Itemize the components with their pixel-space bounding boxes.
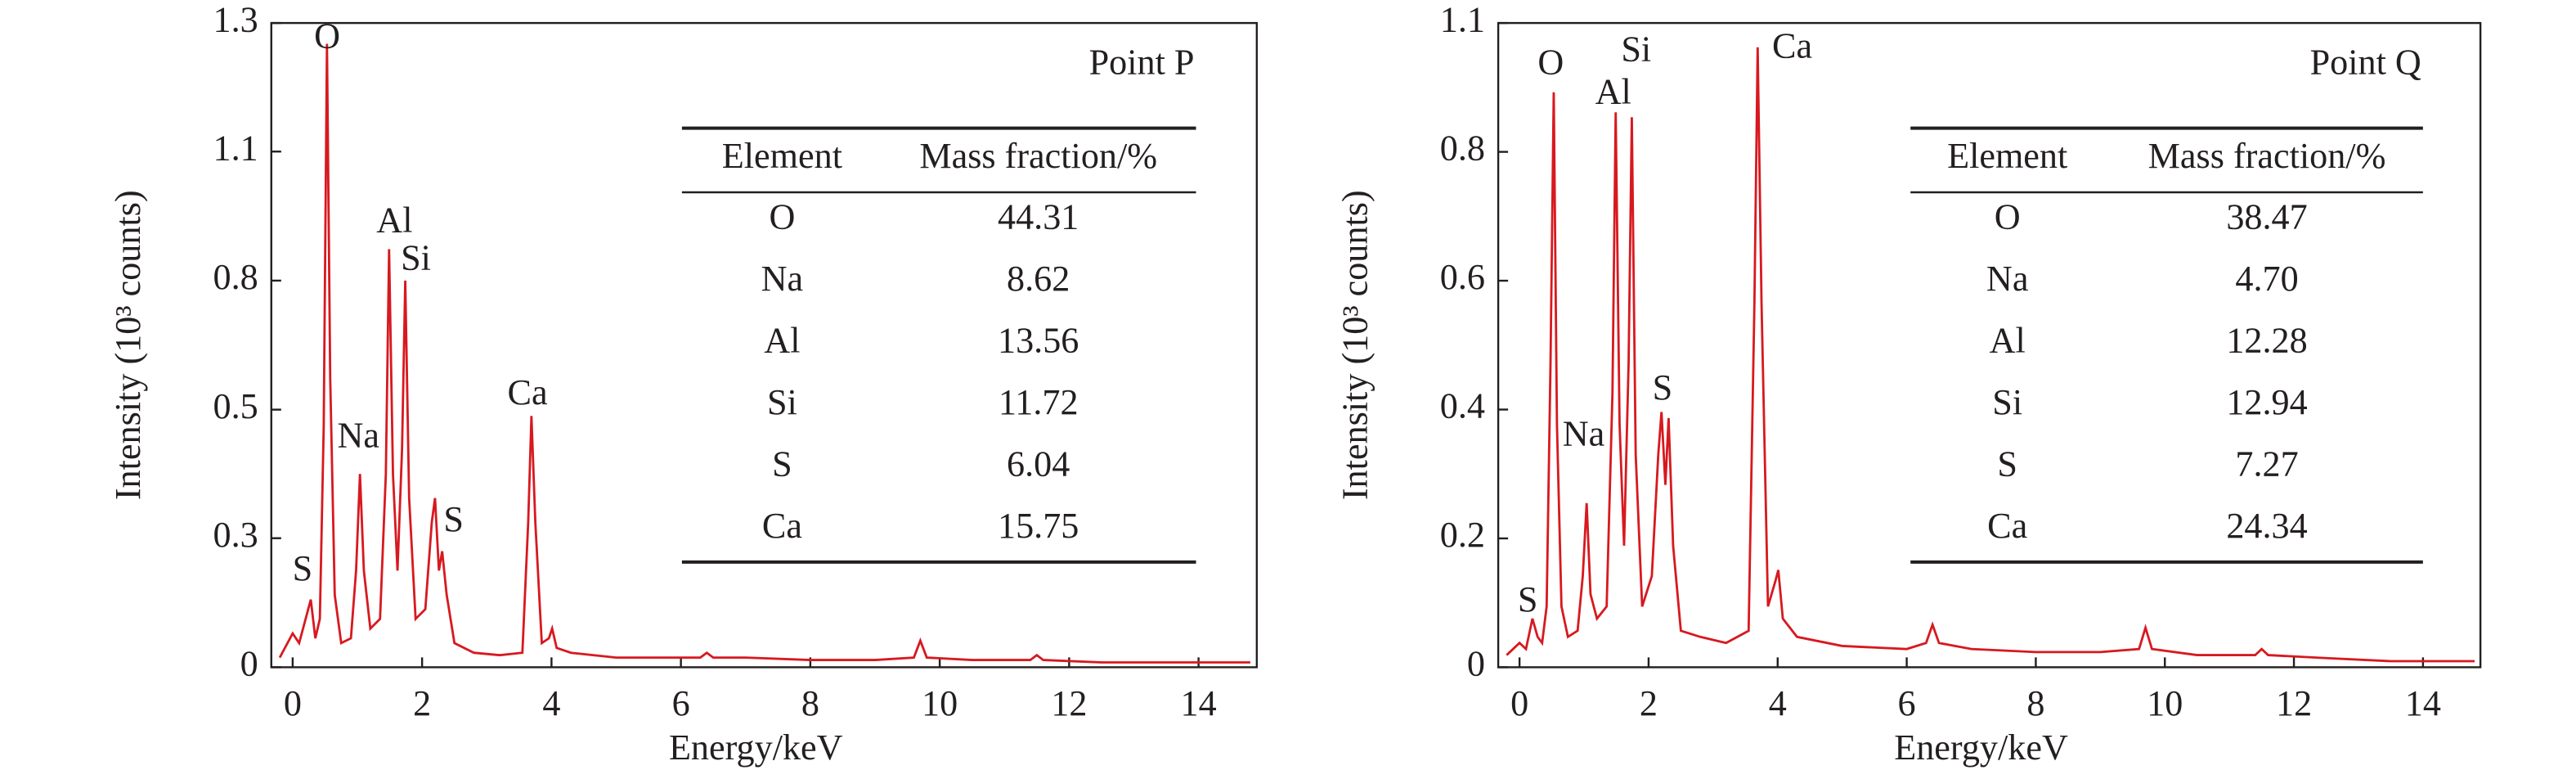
peak-label: O xyxy=(1537,42,1564,82)
peak-label: Al xyxy=(376,200,412,240)
peak-label: Na xyxy=(337,415,379,455)
spectrum-line xyxy=(1506,47,2475,663)
peak-label: Si xyxy=(401,237,431,277)
table-cell: 6.04 xyxy=(1007,444,1070,484)
table-cell: 15.75 xyxy=(998,506,1079,546)
x-tick-label: 4 xyxy=(1769,683,1787,723)
table-cell: 24.34 xyxy=(2226,506,2307,546)
table-cell: O xyxy=(1995,196,2021,236)
y-axis-label: Intensity (10³ counts) xyxy=(1335,190,1376,500)
x-tick-label: 6 xyxy=(672,683,690,723)
table-cell: Al xyxy=(1990,320,2026,360)
table-cell: 12.94 xyxy=(2226,382,2307,422)
peak-label: S xyxy=(293,548,313,588)
peak-label: O xyxy=(314,16,340,56)
table-cell: 44.31 xyxy=(998,196,1079,236)
y-tick-label: 0.8 xyxy=(1440,128,1485,169)
table-cell: Si xyxy=(1992,382,2022,422)
peak-label: S xyxy=(1518,579,1538,619)
x-tick-label: 2 xyxy=(413,683,431,723)
point-label: Point Q xyxy=(2310,42,2421,82)
x-tick-label: 10 xyxy=(922,683,958,723)
point-label: Point P xyxy=(1089,42,1195,82)
table-cell: S xyxy=(1997,444,2017,484)
y-tick-label: 1.3 xyxy=(213,0,258,39)
table-cell: 8.62 xyxy=(1007,259,1070,299)
x-tick-label: 8 xyxy=(2026,683,2044,723)
y-tick-label: 1.1 xyxy=(213,128,258,168)
y-tick-label: 0.2 xyxy=(1440,515,1485,555)
peak-label: Al xyxy=(1595,72,1631,112)
table-cell: 7.27 xyxy=(2235,444,2298,484)
table-cell: Si xyxy=(767,382,797,422)
y-tick-label: 0.3 xyxy=(213,515,258,555)
x-tick-label: 8 xyxy=(801,683,819,723)
table-cell: Ca xyxy=(762,506,802,546)
y-tick-label: 0.5 xyxy=(213,386,258,426)
peak-label: S xyxy=(443,499,464,539)
table-cell: S xyxy=(772,444,792,484)
y-tick-label: 0.4 xyxy=(1440,386,1485,426)
y-tick-label: 0 xyxy=(240,644,258,684)
table-cell: Na xyxy=(761,259,804,299)
peak-label: Na xyxy=(1563,413,1605,453)
x-tick-label: 0 xyxy=(284,683,302,723)
x-tick-label: 2 xyxy=(1640,683,1658,723)
x-tick-label: 14 xyxy=(2405,683,2441,723)
table-header: Mass fraction/% xyxy=(2148,136,2386,176)
x-tick-label: 12 xyxy=(2276,683,2312,723)
peak-label: S xyxy=(1653,367,1673,408)
x-tick-label: 0 xyxy=(1510,683,1528,723)
plot-frame xyxy=(1497,21,2482,669)
table-cell: 38.47 xyxy=(2226,196,2307,236)
table-cell: Ca xyxy=(1987,506,2027,546)
table-cell: 13.56 xyxy=(998,320,1079,360)
x-axis-label: Energy/keV xyxy=(669,727,843,768)
table-header: Mass fraction/% xyxy=(919,136,1157,176)
table-cell: 12.28 xyxy=(2226,320,2307,360)
table-cell: 11.72 xyxy=(999,382,1079,422)
y-tick-label: 0.6 xyxy=(1440,257,1485,297)
y-tick-label: 1.1 xyxy=(1440,0,1485,39)
peak-label: Ca xyxy=(508,372,548,412)
y-tick-label: 0 xyxy=(1467,644,1485,684)
spectrum-line xyxy=(278,43,1250,664)
x-tick-label: 4 xyxy=(542,683,560,723)
plot-frame xyxy=(270,21,1259,669)
table-cell: 4.70 xyxy=(2235,259,2298,299)
y-axis-label: Intensity (10³ counts) xyxy=(108,190,148,500)
table-header: Element xyxy=(1947,136,2068,176)
table-cell: O xyxy=(769,196,795,236)
x-tick-label: 6 xyxy=(1898,683,1916,723)
x-axis-label: Energy/keV xyxy=(1894,727,2068,768)
x-tick-label: 12 xyxy=(1051,683,1087,723)
table-cell: Al xyxy=(764,320,800,360)
x-tick-label: 10 xyxy=(2147,683,2183,723)
peak-label: Ca xyxy=(1772,25,1812,65)
table-cell: Na xyxy=(1986,259,2029,299)
x-tick-label: 14 xyxy=(1181,683,1217,723)
table-header: Element xyxy=(722,136,843,176)
peak-label: Si xyxy=(1621,29,1651,69)
y-tick-label: 0.8 xyxy=(213,257,258,297)
